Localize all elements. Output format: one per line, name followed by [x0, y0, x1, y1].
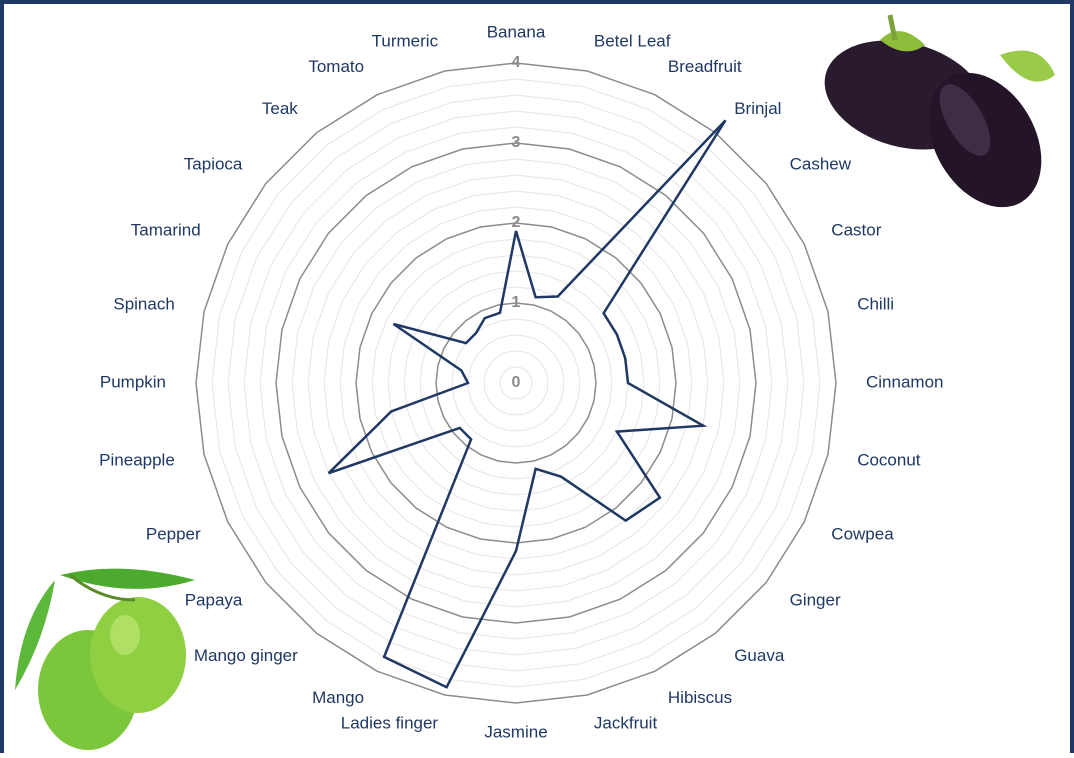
y-tick-label: 4 [512, 54, 521, 71]
category-label: Spinach [113, 295, 174, 314]
category-label: Tapioca [184, 154, 243, 173]
category-label: Coconut [857, 450, 921, 469]
category-label: Banana [487, 22, 546, 41]
category-label: Cinnamon [866, 372, 944, 391]
category-label: Tomato [308, 57, 364, 76]
category-label: Breadfruit [668, 57, 742, 76]
y-tick-label: 1 [512, 294, 521, 311]
category-label: Papaya [185, 591, 243, 610]
category-label: Chilli [857, 295, 894, 314]
category-label: Guava [734, 646, 785, 665]
y-tick-label: 2 [512, 214, 521, 231]
chart: Banana Betel Leaf Breadfruit Brinjal Cashew C… [0, 0, 1074, 753]
category-label: Cashew [790, 154, 852, 173]
category-label: Pineapple [99, 450, 175, 469]
category-label: Turmeric [372, 31, 439, 50]
category-label: Brinjal [734, 99, 781, 118]
category-label: Pumpkin [100, 372, 166, 391]
category-label: Ladies finger [341, 714, 439, 733]
category-label: Castor [831, 221, 881, 240]
category-label: Mango [312, 688, 364, 707]
category-label: Betel Leaf [594, 31, 671, 50]
category-label: Cowpea [831, 524, 894, 543]
category-label: Jasmine [484, 722, 547, 741]
category-label: Pepper [146, 524, 201, 543]
category-label: Hibiscus [668, 688, 732, 707]
category-label: Teak [262, 99, 298, 118]
y-tick-label: 3 [512, 134, 521, 151]
category-label: Tamarind [131, 221, 201, 240]
y-tick-label: 0 [512, 374, 521, 391]
category-label: Ginger [790, 591, 841, 610]
category-label: Mango ginger [194, 646, 298, 665]
category-label: Jackfruit [594, 714, 658, 733]
